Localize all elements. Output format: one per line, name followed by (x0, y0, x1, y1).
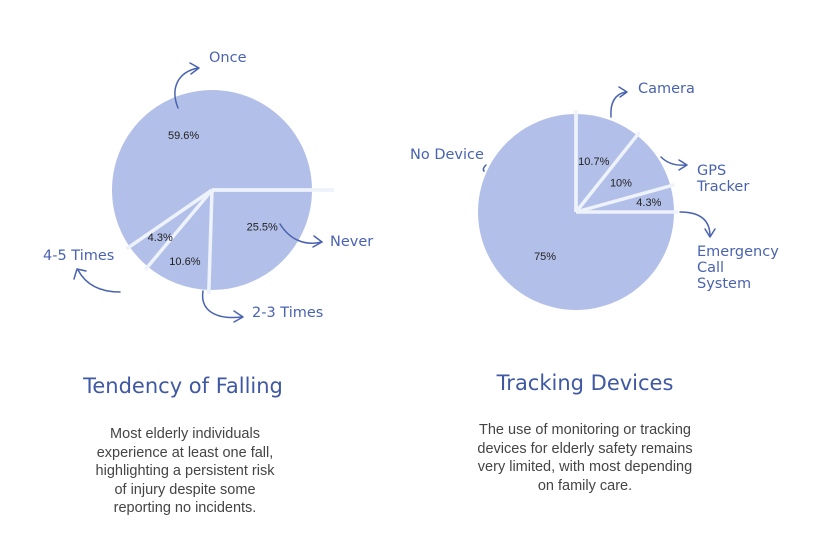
value-label-never: 25.5% (247, 221, 278, 233)
callout-arrow-gps-tracker (660, 156, 687, 166)
category-label-line: System (697, 276, 751, 292)
value-label-no-device: 75% (534, 251, 556, 263)
caption-line: The use of monitoring or tracking (479, 422, 691, 438)
callout-arrow-camera (610, 91, 627, 118)
category-label-no-device: No Device (410, 147, 484, 163)
pie-slice-never (208, 190, 312, 290)
callout-arrow-2-3-times (201, 290, 243, 319)
category-label-line: Emergency (697, 244, 779, 260)
pie-slice-gps-tracker (576, 135, 671, 212)
falling-chart-title: Tendency of Falling (83, 374, 283, 398)
pie-slice-2-3-times (147, 190, 212, 290)
slice-divider-line (206, 189, 214, 295)
value-label-emergency-call-system: 4.3% (636, 197, 661, 209)
category-label-4-5-times: 4-5 Times (43, 248, 114, 264)
falling-pie-chart: 59.6% 25.5% 10.6% 4.3% Once Never 2-3 Times 4-5… (43, 50, 373, 323)
caption-line: Most elderly individuals (110, 426, 260, 442)
callout-arrow-never (279, 223, 323, 244)
category-label-line: Tracker (696, 179, 749, 195)
caption-line: devices for elderly safety remains (477, 440, 693, 457)
category-label-gps-tracker: GPS Tracker (696, 163, 749, 195)
category-label-emergency-call-system: Emergency Call System (697, 244, 779, 292)
slice-divider-line (143, 188, 214, 271)
category-label-once: Once (209, 50, 247, 66)
arrowhead-icon (233, 310, 244, 323)
category-label-2-3-times: 2-3 Times (252, 305, 323, 321)
tracking-chart-caption: The use of monitoring or tracking device… (450, 421, 720, 495)
slice-divider-line (125, 188, 213, 251)
value-label-2-3-times: 10.6% (169, 256, 200, 268)
category-label-camera: Camera (638, 81, 695, 97)
falling-chart-caption: Most elderly individuals experience at l… (60, 425, 310, 518)
arrowhead-icon (618, 86, 628, 98)
value-label-4-5-times: 4.3% (148, 232, 173, 244)
caption-line: highlighting a persistent risk (95, 463, 275, 479)
slice-divider-line (575, 183, 675, 214)
tracking-chart-title: Tracking Devices (496, 371, 674, 395)
caption-line: reporting no incidents. (113, 500, 257, 516)
tracking-pie-chart: 10.7%10% 4.3% 75% Camera GPS Tracker Emergency… (410, 81, 779, 310)
slice-divider-line (574, 131, 641, 214)
category-label-line: GPS (697, 163, 726, 179)
arrowhead-icon (73, 268, 87, 280)
value-label-once: 59.6% (168, 130, 199, 142)
caption-line: of injury despite some (114, 481, 256, 498)
value-label-gps-tracker: 10% (610, 177, 632, 189)
value-label-camera: 10.7% (578, 156, 609, 168)
callout-arrow-once (174, 67, 199, 109)
arrowhead-icon (704, 228, 716, 238)
callout-arrow-4-5-times (77, 269, 121, 293)
arrowhead-icon (312, 235, 323, 248)
pie-slice-once (111, 89, 312, 247)
pie-slice-camera (576, 114, 638, 212)
callout-arrow-emergency-call-system (679, 211, 711, 237)
pie-slice-4-5-times (129, 190, 212, 267)
arrowhead-icon (678, 159, 688, 171)
caption-line: experience at least one fall, (96, 444, 274, 461)
category-label-line: Call (697, 260, 724, 276)
caption-line: very limited, with most depending (477, 459, 693, 475)
arrowhead-icon (189, 62, 200, 75)
category-label-never: Never (330, 234, 373, 250)
callout-arrow-no-device (482, 164, 487, 172)
caption-line: on family care. (537, 477, 633, 494)
